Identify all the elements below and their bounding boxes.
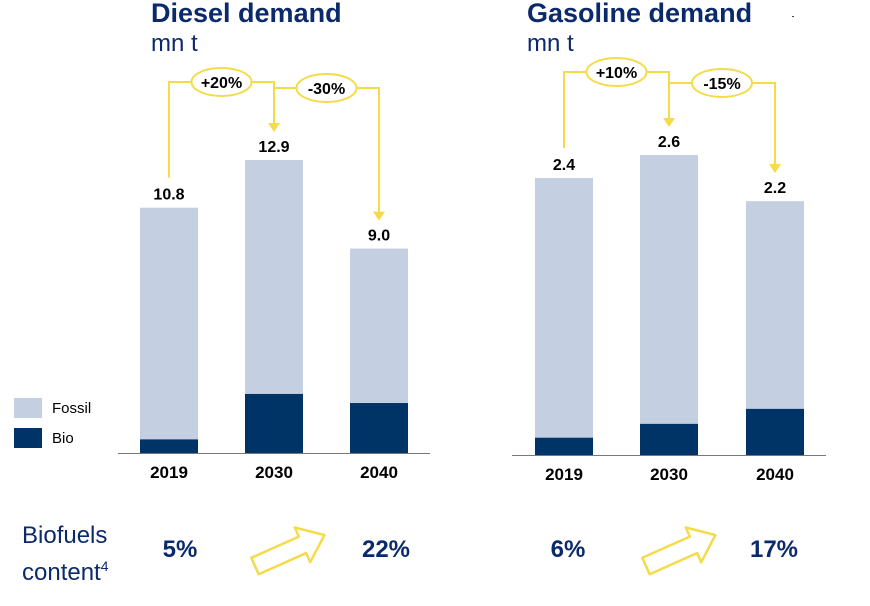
gasoline-total-label-2040: 2.2: [764, 180, 786, 197]
biofuels-label-line2: content: [22, 559, 101, 586]
diesel-x-tick-2040: 2040: [360, 463, 398, 482]
gasoline-x-tick-2030: 2030: [650, 465, 688, 484]
biofuels-label-line1: Biofuels: [22, 522, 108, 549]
gasoline-change-label-2: -15%: [703, 76, 740, 93]
gasoline-chart-title: Gasoline demand: [527, 0, 753, 28]
gasoline-change-badge-1: [585, 57, 648, 87]
biofuels-content-label: Biofuels content4: [22, 520, 109, 588]
diesel-x-tick-2019: 2019: [150, 463, 188, 482]
gasoline-total-label-2019: 2.4: [553, 157, 575, 174]
diesel-growth-arrow-icon: [250, 526, 326, 576]
gasoline-growth-arrow-icon-shape: [641, 526, 717, 576]
gasoline-bar-fossil-2030: [640, 155, 698, 424]
diesel-chart-unit: mn t: [151, 30, 198, 57]
diesel-bar-bio-2019: [140, 439, 198, 453]
diesel-change-label-1: +20%: [201, 75, 242, 92]
legend: Fossil Bio: [14, 397, 91, 457]
diesel-biofuels-2040: 22%: [361, 536, 411, 563]
gasoline-change-arrowhead-2: [769, 164, 781, 174]
diesel-change-label-2: -30%: [308, 81, 345, 98]
diesel-biofuels-2019: 5%: [162, 536, 198, 563]
gasoline-chart-unit: mn t: [527, 30, 574, 57]
diesel-total-label-2019: 10.8: [153, 187, 184, 204]
legend-swatch-fossil: [14, 398, 42, 418]
legend-label-fossil: Fossil: [52, 399, 92, 417]
legend-label-bio: Bio: [52, 429, 74, 447]
gasoline-x-tick-2019: 2019: [545, 465, 583, 484]
diesel-change-arrowhead-2: [373, 211, 385, 221]
gasoline-x-tick-2040: 2040: [756, 465, 794, 484]
diesel-bar-fossil-2019: [140, 207, 198, 440]
legend-swatch-bio: [14, 428, 42, 448]
gasoline-biofuels-2040: 17%: [749, 536, 799, 563]
diesel-total-label-2040: 9.0: [368, 228, 390, 245]
gasoline-bar-fossil-2019: [535, 178, 593, 438]
diesel-chart-title: Diesel demand: [151, 0, 342, 28]
legend-item-bio: Bio: [14, 427, 91, 449]
diesel-bar-bio-2040: [350, 403, 408, 453]
gasoline-biofuels-2019: 6%: [550, 536, 586, 563]
diesel-bar-fossil-2040: [350, 248, 408, 404]
gasoline-change-label-1: +10%: [596, 65, 637, 82]
gasoline-bar-fossil-2040: [746, 201, 804, 409]
gasoline-change-badge-2: [691, 68, 753, 98]
gasoline-bar-bio-2030: [640, 423, 698, 455]
diesel-total-label-2030: 12.9: [258, 139, 289, 156]
gasoline-total-label-2030: 2.6: [658, 134, 680, 151]
diesel-x-tick-2030: 2030: [255, 463, 293, 482]
diesel-bar-fossil-2030: [245, 160, 303, 394]
footnote-marker: 4: [100, 558, 109, 574]
gasoline-growth-arrow-icon: [641, 526, 717, 576]
decorative-dot: [792, 16, 794, 17]
legend-item-fossil: Fossil: [14, 397, 91, 419]
diesel-growth-arrow-icon-shape: [250, 526, 326, 576]
gasoline-bar-bio-2040: [746, 408, 804, 455]
gasoline-bar-bio-2019: [535, 437, 593, 455]
diesel-change-badge-1: [190, 67, 253, 97]
diesel-change-badge-2: [295, 73, 358, 103]
diesel-bar-bio-2030: [245, 393, 303, 453]
